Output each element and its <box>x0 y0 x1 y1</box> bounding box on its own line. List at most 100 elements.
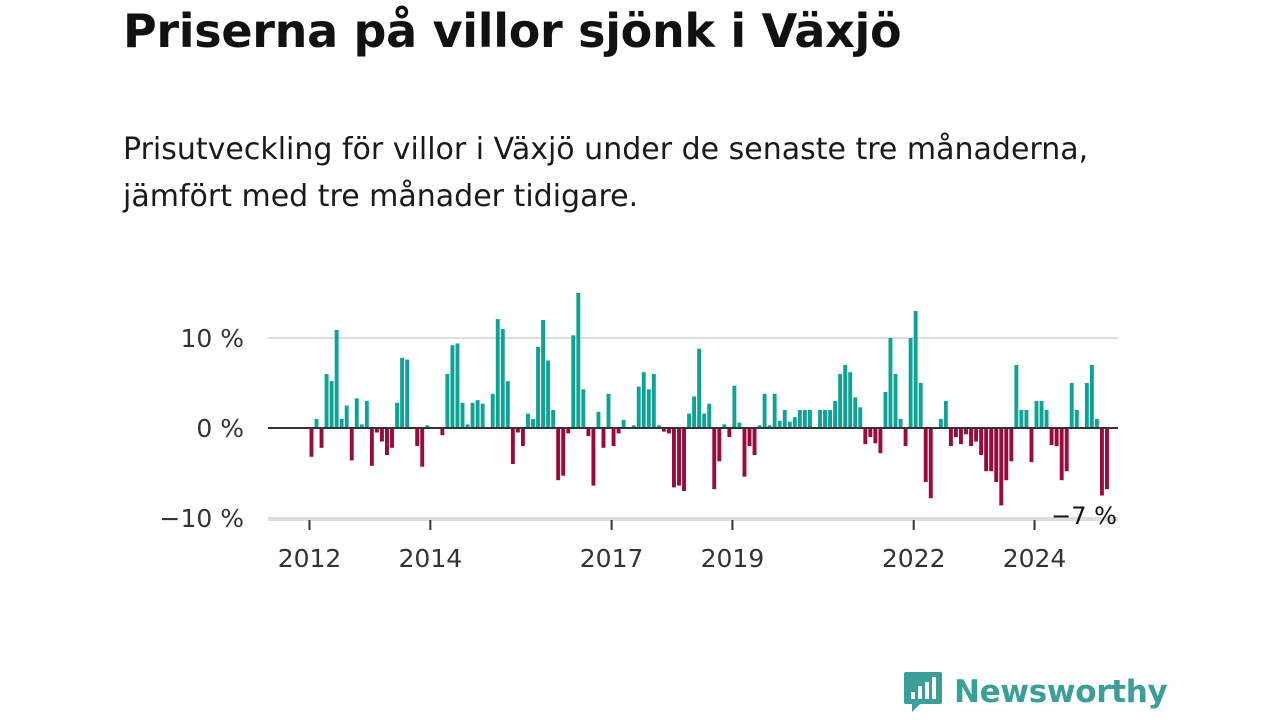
bar <box>969 428 973 446</box>
bar <box>349 428 354 461</box>
bar <box>843 365 848 428</box>
bar <box>863 428 868 445</box>
bar <box>1044 410 1049 428</box>
bar <box>853 397 858 428</box>
bar <box>420 428 425 467</box>
bar <box>792 417 797 428</box>
bar <box>772 393 777 428</box>
bar <box>918 383 923 428</box>
bar <box>828 410 833 428</box>
bar <box>591 428 596 486</box>
bar <box>425 425 430 428</box>
bar <box>470 402 475 428</box>
bar <box>994 428 999 482</box>
bar <box>460 402 465 428</box>
bar <box>687 413 692 428</box>
bar <box>490 393 495 428</box>
bar <box>586 428 591 437</box>
bar <box>596 411 601 428</box>
bar <box>364 401 369 428</box>
bar <box>989 428 994 472</box>
bar <box>1099 428 1104 496</box>
bar <box>656 425 661 428</box>
bar <box>606 393 611 428</box>
x-tick-label: 2012 <box>278 544 342 573</box>
bar <box>636 386 641 428</box>
bar <box>818 410 822 428</box>
brand-logo[interactable]: Newsworthy <box>902 670 1168 714</box>
bar <box>1084 383 1089 428</box>
bar <box>616 428 621 434</box>
bar <box>823 410 827 428</box>
last-value-label: −7 % <box>1051 502 1117 530</box>
bar <box>903 428 908 446</box>
bar <box>646 389 651 428</box>
bar <box>1004 428 1009 481</box>
bar <box>873 428 878 444</box>
bar <box>717 428 722 462</box>
bar <box>908 338 913 428</box>
bar <box>737 422 742 428</box>
bar <box>893 374 898 428</box>
bar <box>344 405 349 428</box>
bar <box>661 428 666 432</box>
bar <box>1089 365 1094 428</box>
bar <box>943 401 948 428</box>
bar <box>727 428 732 437</box>
bar <box>999 428 1004 506</box>
bar <box>641 372 646 428</box>
bar <box>1105 428 1109 490</box>
bar <box>480 403 485 428</box>
bar <box>702 413 707 428</box>
bar <box>556 428 561 481</box>
bar <box>465 424 470 428</box>
bar <box>938 419 943 428</box>
bar <box>581 389 586 428</box>
bar <box>546 360 551 428</box>
newsworthy-logo-icon <box>904 672 942 712</box>
bar <box>923 428 928 482</box>
bar <box>848 372 853 428</box>
bar <box>339 419 344 428</box>
bar <box>505 381 510 428</box>
bar <box>1059 428 1064 481</box>
bar <box>354 398 359 428</box>
bar <box>531 419 535 428</box>
bar <box>455 343 460 428</box>
bar <box>797 410 802 428</box>
bar <box>510 428 515 464</box>
bar <box>964 428 968 435</box>
bar <box>913 311 918 428</box>
bar-chart: 10 % 0 % −10 % 2012 2014 2017 2019 2022 2024 −7 % <box>160 293 1118 573</box>
bar <box>782 410 787 428</box>
bar <box>571 335 576 428</box>
x-tick-label: 2022 <box>882 544 946 573</box>
bar <box>415 428 420 446</box>
bar <box>601 428 606 448</box>
bar <box>1094 419 1099 428</box>
bar <box>807 410 812 428</box>
bar <box>1039 401 1044 428</box>
chart-title: Priserna på villor sjönk i Växjö <box>123 4 902 58</box>
bar <box>526 413 530 428</box>
bar <box>722 424 727 428</box>
bar <box>1029 428 1034 463</box>
bar <box>732 385 737 428</box>
bar <box>500 329 505 428</box>
bar <box>692 396 697 428</box>
bar <box>1009 428 1014 462</box>
bar <box>520 428 525 446</box>
bar <box>984 428 989 472</box>
bar <box>1049 428 1054 446</box>
bar <box>697 348 702 428</box>
bar <box>762 393 767 428</box>
bar <box>445 374 450 428</box>
bar <box>515 428 520 433</box>
bar <box>536 347 540 428</box>
bar <box>787 421 792 428</box>
x-tick-label: 2014 <box>399 544 463 573</box>
bar <box>576 293 581 428</box>
y-tick-label: 10 % <box>180 324 244 353</box>
bar <box>334 329 339 428</box>
bar <box>838 374 843 428</box>
